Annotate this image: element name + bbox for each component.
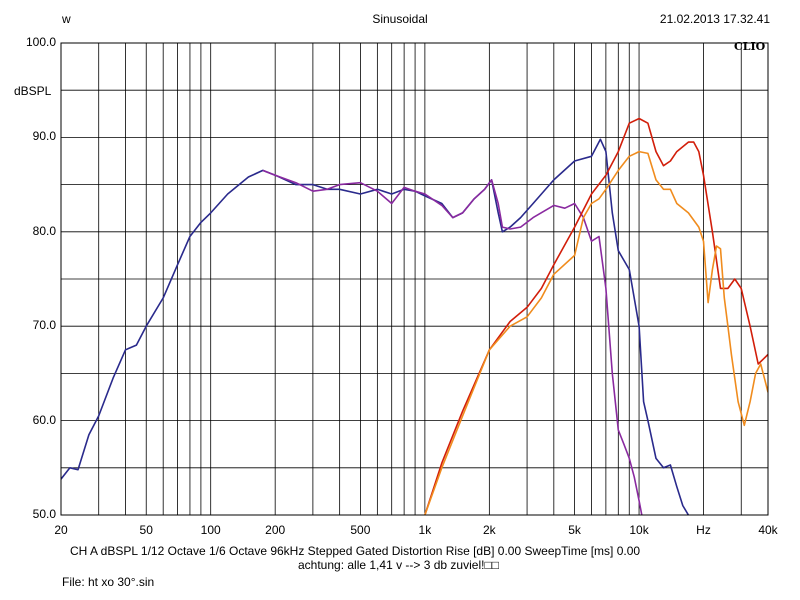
y-tick-label: 50.0 xyxy=(32,507,56,521)
header-title: Sinusoidal xyxy=(372,12,428,26)
series-layer xyxy=(61,117,768,515)
x-tick-label: 500 xyxy=(350,523,371,537)
y-tick-label: 60.0 xyxy=(32,412,56,427)
y-tick-label: 80.0 xyxy=(32,223,56,238)
footer-note: achtung: alle 1,41 v --> 3 db zuviel!□□ xyxy=(298,558,499,572)
series-line-2 xyxy=(262,169,643,515)
series-line-4 xyxy=(424,150,768,515)
header-window-label: w xyxy=(62,12,71,26)
series-line-3 xyxy=(424,117,768,515)
plot-frame xyxy=(60,42,769,516)
header-timestamp: 21.02.2013 17.32.41 xyxy=(659,12,770,26)
x-tick-label: 100 xyxy=(200,523,221,537)
footer-file: File: ht xo 30°.sin xyxy=(62,575,155,589)
y-tick-label: 70.0 xyxy=(32,318,56,333)
x-tick-label: 50 xyxy=(139,523,153,537)
y-tick-label: 90.0 xyxy=(32,129,56,144)
x-tick-label: 5k xyxy=(568,523,581,537)
grid xyxy=(61,43,768,515)
x-tick-label: 20 xyxy=(54,523,68,537)
x-tick-label: 200 xyxy=(265,523,286,537)
x-tick-label: Hz xyxy=(696,523,711,537)
y-tick-label: 100.0 xyxy=(25,35,56,49)
footer-settings: CH A dBSPL 1/12 Octave 1/6 Octave 96kHz … xyxy=(70,544,641,558)
x-tick-label: 40k xyxy=(758,523,778,537)
y-axis-label: dBSPL xyxy=(14,84,52,98)
x-tick-label: 2k xyxy=(483,523,496,537)
clio-logo: CLIO xyxy=(734,40,766,53)
x-tick-label: 1k xyxy=(418,523,432,537)
series-line-1 xyxy=(61,138,690,515)
x-tick-label: 10k xyxy=(629,523,649,537)
